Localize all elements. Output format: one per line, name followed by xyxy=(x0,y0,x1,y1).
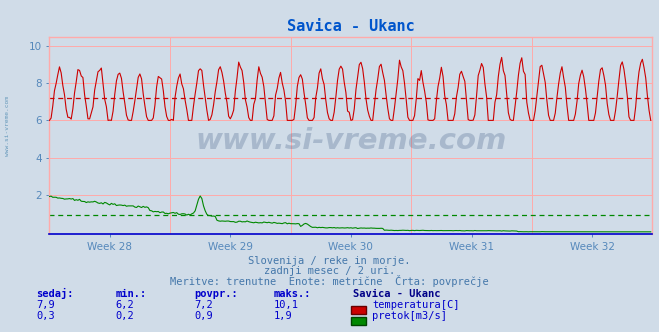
Text: 7,9: 7,9 xyxy=(36,300,55,310)
Text: 0,2: 0,2 xyxy=(115,311,134,321)
Text: zadnji mesec / 2 uri.: zadnji mesec / 2 uri. xyxy=(264,266,395,276)
Text: Savica - Ukanc: Savica - Ukanc xyxy=(353,289,440,299)
Text: 10,1: 10,1 xyxy=(273,300,299,310)
Text: maks.:: maks.: xyxy=(273,289,311,299)
Text: 0,9: 0,9 xyxy=(194,311,213,321)
Text: www.si-vreme.com: www.si-vreme.com xyxy=(5,96,11,156)
Text: temperatura[C]: temperatura[C] xyxy=(372,300,460,310)
Text: 1,9: 1,9 xyxy=(273,311,292,321)
Text: 7,2: 7,2 xyxy=(194,300,213,310)
Text: 0,3: 0,3 xyxy=(36,311,55,321)
Title: Savica - Ukanc: Savica - Ukanc xyxy=(287,19,415,34)
Text: www.si-vreme.com: www.si-vreme.com xyxy=(195,127,507,155)
Text: povpr.:: povpr.: xyxy=(194,289,238,299)
Text: min.:: min.: xyxy=(115,289,146,299)
Text: Slovenija / reke in morje.: Slovenija / reke in morje. xyxy=(248,256,411,266)
Text: sedaj:: sedaj: xyxy=(36,288,74,299)
Text: 6,2: 6,2 xyxy=(115,300,134,310)
Text: pretok[m3/s]: pretok[m3/s] xyxy=(372,311,447,321)
Text: Meritve: trenutne  Enote: metrične  Črta: povprečje: Meritve: trenutne Enote: metrične Črta: … xyxy=(170,275,489,287)
